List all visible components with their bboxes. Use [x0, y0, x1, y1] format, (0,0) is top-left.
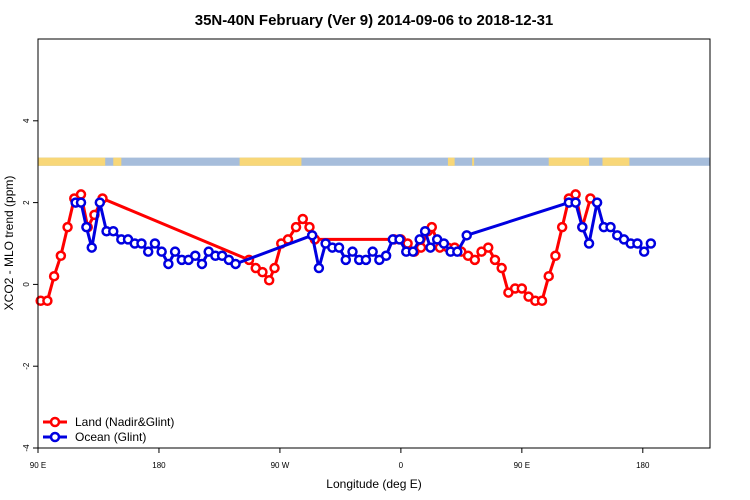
data-point	[645, 238, 657, 249]
data-point	[142, 246, 154, 257]
x-tick-label: 90 E	[514, 461, 530, 470]
data-point	[257, 266, 268, 278]
data-point	[230, 258, 241, 270]
y-tick-label: -2	[22, 362, 31, 370]
land-ocean-strip	[38, 157, 710, 166]
data-point	[632, 238, 643, 249]
data-point	[438, 238, 450, 249]
x-tick-label: 0	[399, 461, 404, 470]
data-point	[62, 221, 73, 233]
data-point	[304, 221, 315, 233]
series-layer	[35, 189, 657, 307]
ocean-band	[38, 157, 710, 166]
legend: Land (Nadir&Glint)Ocean (Glint)	[43, 415, 174, 444]
data-point	[367, 246, 378, 257]
x-tick-label: 180	[636, 461, 650, 470]
data-point	[156, 246, 167, 257]
data-point	[108, 225, 119, 237]
x-axis-title: Longitude (deg E)	[326, 477, 421, 491]
data-point	[347, 246, 358, 257]
data-point	[605, 221, 616, 233]
data-point	[48, 270, 60, 282]
data-point	[313, 262, 325, 274]
data-point	[263, 275, 275, 286]
data-point	[269, 262, 280, 274]
data-point	[297, 213, 309, 225]
data-point	[543, 270, 554, 282]
legend-label: Land (Nadir&Glint)	[75, 415, 174, 429]
data-point	[407, 246, 419, 257]
data-point	[556, 221, 568, 233]
land-band-segment	[38, 157, 106, 166]
land-band-segment	[447, 157, 455, 166]
data-point	[591, 197, 603, 208]
data-point	[419, 225, 431, 237]
data-point	[570, 197, 581, 208]
data-point	[55, 250, 67, 262]
y-axis: -4 -2 0 2 4	[22, 118, 38, 452]
data-point	[536, 295, 548, 307]
data-point	[583, 238, 595, 249]
legend-label: Ocean (Glint)	[75, 430, 146, 444]
land-band-segment	[239, 157, 302, 166]
x-axis: 90 E 180 90 W 0 90 E 180	[30, 448, 650, 470]
data-point	[136, 238, 147, 249]
data-point	[489, 254, 501, 266]
legend-marker	[49, 431, 61, 443]
data-point	[306, 230, 318, 241]
data-point	[94, 197, 106, 208]
data-point	[469, 254, 481, 266]
data-point	[496, 262, 507, 274]
data-point	[550, 250, 561, 262]
data-point	[86, 242, 98, 253]
legend-marker	[49, 416, 61, 428]
data-point	[196, 258, 208, 270]
data-point	[452, 246, 463, 257]
y-tick-label: -4	[22, 444, 31, 452]
data-point	[360, 254, 372, 266]
x-tick-label: 180	[152, 461, 166, 470]
data-point	[461, 230, 472, 241]
data-point	[516, 283, 528, 294]
data-point	[75, 197, 87, 208]
y-tick-label: 2	[22, 200, 31, 205]
land-band-segment	[113, 157, 122, 166]
data-point	[380, 250, 392, 262]
data-point	[290, 221, 302, 233]
series-ocean	[70, 197, 657, 274]
data-point	[425, 242, 436, 253]
land-band-segment	[602, 157, 630, 166]
y-tick-label: 4	[22, 118, 31, 123]
data-point	[42, 295, 53, 307]
land-band-segment	[548, 157, 590, 166]
data-point	[163, 258, 174, 270]
data-point	[169, 246, 181, 257]
data-point	[414, 234, 425, 245]
land-band-segment	[472, 157, 475, 166]
data-point	[394, 234, 405, 245]
data-point	[333, 242, 345, 253]
x-tick-label: 90 W	[271, 461, 290, 470]
chart-title: 35N-40N February (Ver 9) 2014-09-06 to 2…	[195, 12, 554, 29]
data-point	[340, 254, 352, 266]
data-point	[81, 221, 92, 233]
data-point	[482, 242, 494, 253]
data-point	[577, 221, 588, 233]
y-tick-label: 0	[22, 282, 31, 287]
data-point	[638, 246, 650, 257]
plot-frame	[37, 38, 711, 449]
data-point	[149, 238, 161, 249]
y-axis-title: XCO2 - MLO trend (ppm)	[2, 176, 16, 311]
x-tick-label: 90 E	[30, 461, 46, 470]
data-point	[570, 189, 581, 200]
data-point	[75, 189, 87, 200]
data-point	[189, 250, 201, 262]
